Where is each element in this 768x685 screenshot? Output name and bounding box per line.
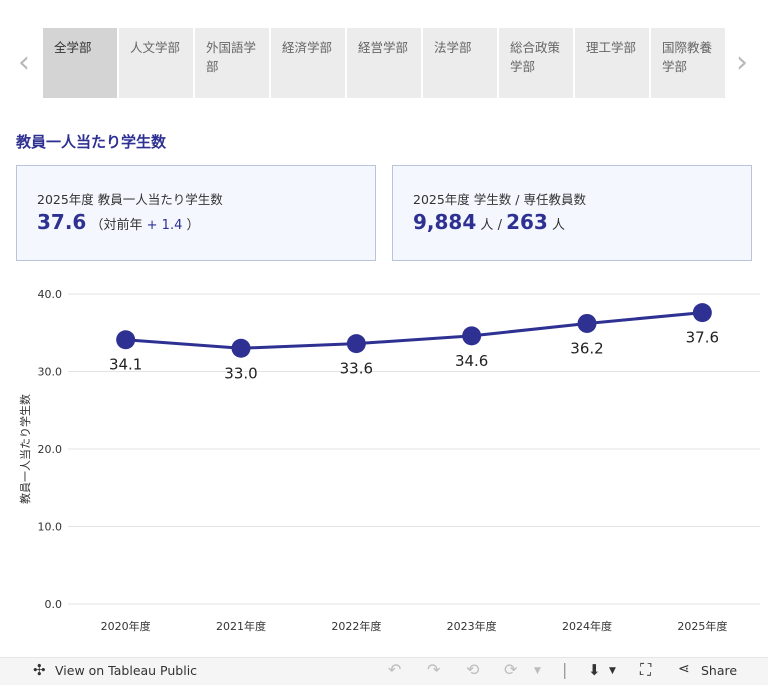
faculty-tabs: ‹ 全学部 人文学部 外国語学部 経済学部 経営学部 法学部 総合政策学部 理工学部 国際教養学… xyxy=(0,28,768,98)
undo-icon[interactable]: ↶ xyxy=(388,660,402,679)
toolbar-divider: | xyxy=(562,660,568,679)
chevron-down-icon[interactable]: ▼ xyxy=(534,666,541,676)
kpi-ratio-card: 2025年度 教員一人当たり学生数 37.6 （対前年 + 1.4 ） xyxy=(16,165,376,261)
tab-5[interactable]: 経営学部 xyxy=(347,28,421,98)
tab-3[interactable]: 外国語学部 xyxy=(195,28,269,98)
y-axis-label: 教員一人当たり学生数 xyxy=(18,394,32,504)
kpi-counts-value-row: 9,884 人 / 263 人 xyxy=(413,210,565,234)
kpi-ratio-change: + 1.4 xyxy=(146,218,183,233)
data-point xyxy=(462,326,482,346)
tab-7[interactable]: 総合政策学部 xyxy=(499,28,573,98)
data-point xyxy=(577,313,597,333)
series-line xyxy=(125,311,703,350)
kpi-slash: / xyxy=(497,218,502,233)
tab-8[interactable]: 理工学部 xyxy=(575,28,649,98)
y-tick-label: 40.0 xyxy=(38,288,63,301)
kpi-ratio-paren-close: ） xyxy=(186,218,200,233)
data-label: 37.6 xyxy=(686,329,719,347)
data-label: 36.2 xyxy=(570,339,603,357)
data-point xyxy=(346,334,366,354)
kpi-students-unit: 人 xyxy=(480,218,494,233)
data-label: 34.1 xyxy=(109,356,142,374)
redo-icon[interactable]: ↷ xyxy=(427,660,441,679)
x-tick-label: 2025年度 xyxy=(677,619,727,633)
tab-2[interactable]: 人文学部 xyxy=(119,28,193,98)
data-point xyxy=(116,330,136,350)
refresh-icon[interactable]: ⟳ xyxy=(504,660,518,679)
share-icon[interactable]: ⋖ xyxy=(678,661,690,677)
tab-4[interactable]: 経済学部 xyxy=(271,28,345,98)
chevron-left-icon[interactable]: ‹ xyxy=(18,45,30,80)
view-on-tableau-link[interactable]: View on Tableau Public xyxy=(55,663,198,678)
share-button[interactable]: Share xyxy=(701,663,738,678)
kpi-students-value: 9,884 xyxy=(413,210,477,234)
fullscreen-icon[interactable]: ⛶ xyxy=(640,660,652,679)
download-menu-chevron-icon[interactable]: ▼ xyxy=(609,666,616,676)
tab-1[interactable]: 全学部 xyxy=(43,28,117,98)
x-tick-label: 2023年度 xyxy=(447,619,497,633)
data-label: 33.6 xyxy=(340,360,373,378)
y-tick-label: 0.0 xyxy=(45,598,63,611)
kpi-counts-label: 2025年度 学生数 / 専任教員数 xyxy=(413,192,586,207)
kpi-counts-card: 2025年度 学生数 / 専任教員数 9,884 人 / 263 人 xyxy=(392,165,752,261)
kpi-ratio-paren-open: （対前年 xyxy=(90,218,143,233)
data-label: 34.6 xyxy=(455,352,488,370)
y-tick-label: 20.0 xyxy=(38,443,63,456)
tab-9[interactable]: 国際教養学部 xyxy=(651,28,725,98)
kpi-faculty-unit: 人 xyxy=(551,218,565,233)
y-tick-label: 30.0 xyxy=(38,366,63,379)
y-tick-label: 10.0 xyxy=(38,521,63,534)
data-point xyxy=(692,303,712,323)
chevron-right-icon[interactable]: › xyxy=(736,45,748,80)
tableau-toolbar: ✣ View on Tableau Public ↶ ↷ ⟲ ⟳ ▼ | ⬇ ▼… xyxy=(0,657,768,685)
download-icon[interactable]: ⬇ xyxy=(588,661,601,679)
data-point xyxy=(231,338,251,358)
x-tick-label: 2020年度 xyxy=(101,619,151,633)
kpi-ratio-value-row: 37.6 （対前年 + 1.4 ） xyxy=(37,210,200,234)
revert-icon[interactable]: ⟲ xyxy=(466,660,480,679)
x-tick-label: 2021年度 xyxy=(216,619,266,633)
x-tick-label: 2024年度 xyxy=(562,619,612,633)
x-tick-label: 2022年度 xyxy=(331,619,381,633)
tableau-logo-icon: ✣ xyxy=(33,661,46,679)
data-label: 33.0 xyxy=(224,364,257,382)
section-title: 教員一人当たり学生数 xyxy=(16,133,167,151)
line-chart: 0.0 10.0 20.0 30.0 40.0 教員一人当たり学生数 2020年度 2021年… xyxy=(18,288,760,633)
kpi-ratio-value: 37.6 xyxy=(37,210,87,234)
tab-6[interactable]: 法学部 xyxy=(423,28,497,98)
kpi-faculty-value: 263 xyxy=(506,210,548,234)
kpi-ratio-label: 2025年度 教員一人当たり学生数 xyxy=(37,192,223,207)
